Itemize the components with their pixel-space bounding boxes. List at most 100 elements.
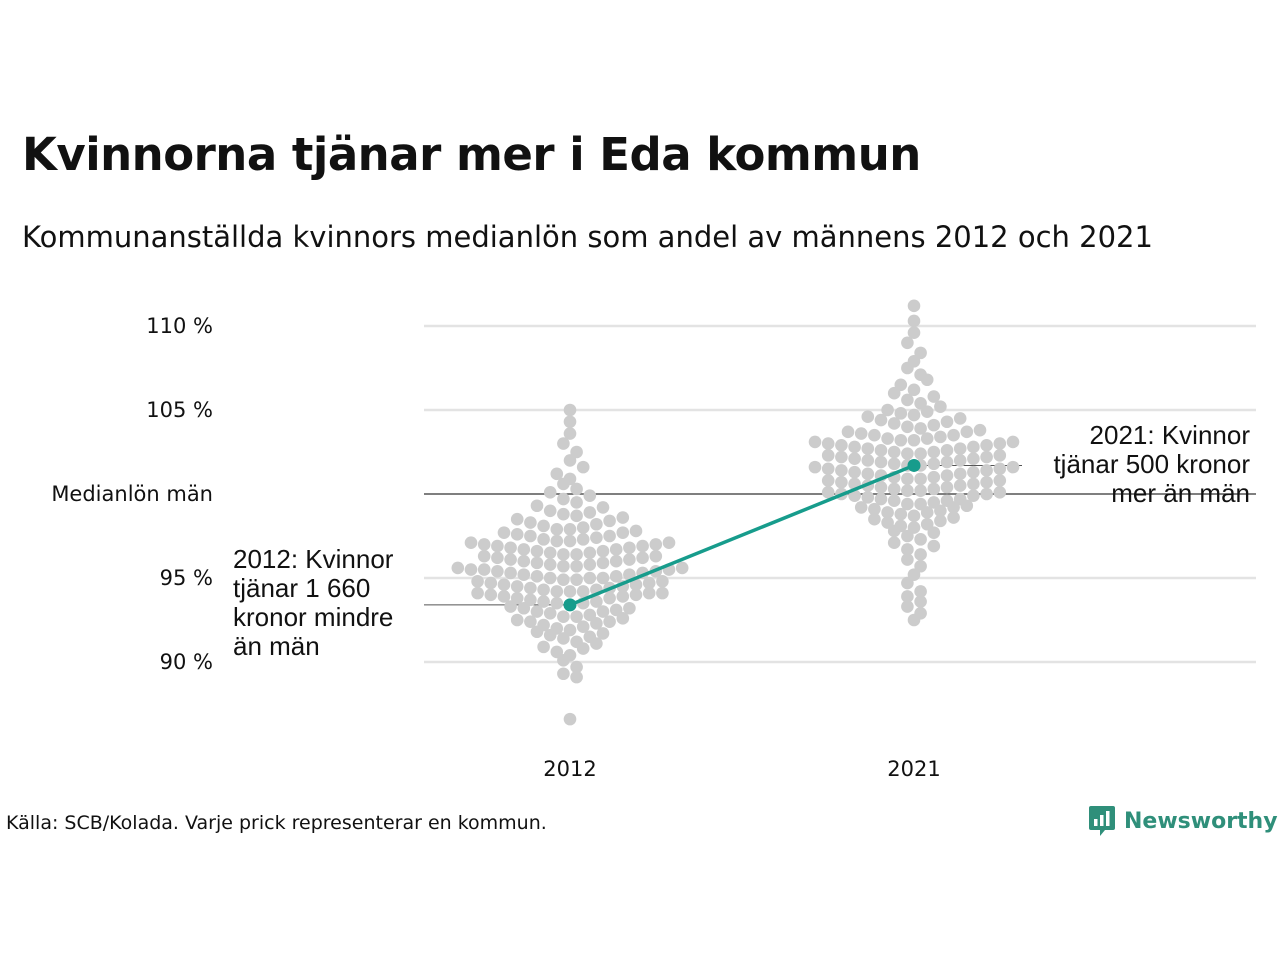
municipality-dot [563,427,577,440]
source-note: Källa: SCB/Kolada. Varje prick represent… [6,812,547,834]
municipality-dot [887,494,901,508]
municipality-dot [596,501,610,514]
newsworthy-logo: Newsworthy [1088,804,1278,838]
municipality-dot [953,412,967,425]
municipality-dot [537,640,550,654]
municipality-dot [570,660,583,674]
x-tick-label-2021: 2021 [887,757,940,781]
newsworthy-logo-icon [1089,806,1115,836]
municipality-dot [953,454,967,467]
municipality-dot [947,428,960,442]
municipality-dot [616,511,630,524]
municipality-dot [543,558,557,571]
municipality-dot [471,575,484,588]
municipality-dot [887,417,901,430]
municipality-dot [967,465,980,479]
municipality-dot [471,586,484,600]
municipality-dot [550,596,564,610]
municipality-dot [980,464,993,477]
municipality-dot [504,553,517,566]
annotation-line: tjänar 500 kronor [1053,449,1250,479]
municipality-dot [874,492,888,506]
municipality-dot [550,534,564,548]
municipality-dot [914,422,927,435]
municipality-dot [841,425,855,439]
municipality-dot [901,590,914,603]
municipality-dot [550,467,564,481]
municipality-dot [927,445,941,459]
municipality-dot [563,522,577,536]
municipality-dot [543,486,557,499]
municipality-dot [914,484,927,497]
municipality-dot [649,538,663,551]
municipality-dot [491,564,504,578]
x-tick-label-2012: 2012 [543,757,596,781]
municipality-dot [901,393,914,407]
municipality-dot [583,489,597,502]
municipality-dot [524,593,537,607]
municipality-dot [491,551,504,565]
municipality-dot [563,415,577,429]
municipality-dot [927,418,941,432]
municipality-dot [901,336,914,350]
municipality-dot [907,433,921,447]
municipality-dot [557,573,570,586]
municipality-dot [623,541,636,555]
municipality-dot [543,504,557,518]
municipality-dot [563,472,577,486]
municipality-dot [649,549,663,563]
y-axis-labels: 90 % 95 % Medianlön män 105 % 110 % [51,314,213,674]
municipality-dot [914,497,927,511]
municipality-dot [960,425,974,439]
municipality-dot [914,585,927,598]
municipality-dot [980,438,993,452]
municipality-dot [914,472,927,486]
municipality-dot [491,539,504,553]
municipality-dot [835,450,848,464]
municipality-dot [550,622,564,635]
municipality-dot [517,543,531,556]
municipality-dot [854,427,868,440]
municipality-dot [570,548,583,561]
municipality-dot [914,447,927,460]
municipality-dot [854,501,868,514]
municipality-dot [887,536,901,550]
municipality-dot [656,575,669,588]
municipality-dot [821,462,835,476]
municipality-dot [940,444,954,457]
municipality-dot [570,482,583,496]
municipality-dot [570,509,583,523]
municipality-dot [524,516,537,529]
municipality-dot [881,403,894,417]
municipality-dot [662,536,676,550]
municipality-dot [993,474,1007,487]
municipality-dot [510,613,524,627]
municipality-dot [563,534,577,548]
municipality-dot [563,585,577,598]
municipality-dot [524,615,537,628]
municipality-dot [642,586,656,600]
municipality-dot [947,511,960,524]
annotations: 2012: Kvinnor tjänar 1 660 kronor mindre än… [233,420,1250,661]
municipality-dot [504,541,517,555]
municipality-dot [570,445,583,459]
municipality-dot [940,494,954,508]
municipality-dot [907,521,921,534]
municipality-dot [894,433,908,447]
municipality-dot [451,561,465,575]
municipality-dot [953,442,967,455]
municipality-dot [821,449,835,462]
municipality-dot [563,648,577,662]
y-tick-label: Medianlön män [51,482,213,506]
municipality-dot [967,477,980,491]
municipality-dot [874,413,888,427]
municipality-dot [609,603,623,617]
y-tick-label: 90 % [160,650,213,674]
municipality-dot [907,314,921,328]
municipality-dot [623,601,636,615]
municipality-dot [953,479,967,492]
municipality-dot [927,539,941,553]
municipality-dot [907,509,921,523]
municipality-dot [510,528,524,541]
municipality-dot [927,457,941,471]
